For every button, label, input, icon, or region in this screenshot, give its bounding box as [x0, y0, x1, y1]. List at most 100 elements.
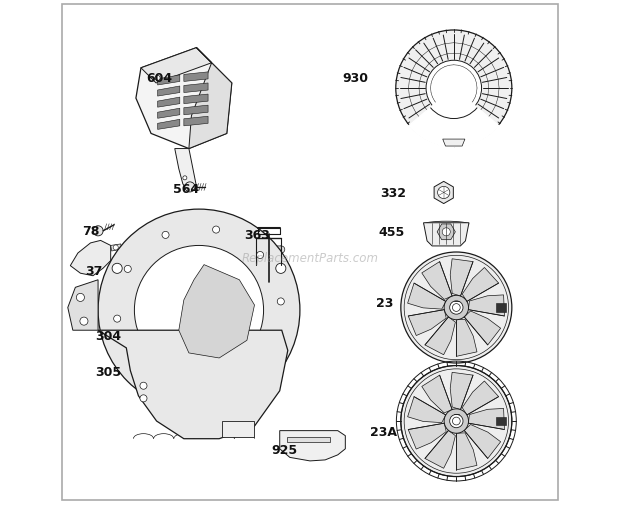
Text: 78: 78 — [82, 225, 99, 238]
Polygon shape — [423, 223, 469, 246]
Text: 925: 925 — [271, 443, 297, 457]
Polygon shape — [468, 295, 505, 316]
Polygon shape — [184, 73, 208, 82]
Circle shape — [257, 252, 264, 259]
Polygon shape — [70, 241, 111, 276]
Circle shape — [252, 246, 260, 254]
Circle shape — [444, 296, 469, 320]
Polygon shape — [407, 397, 446, 423]
Polygon shape — [422, 375, 452, 413]
Polygon shape — [98, 331, 288, 439]
Circle shape — [98, 210, 300, 411]
Circle shape — [453, 417, 460, 425]
Polygon shape — [184, 117, 208, 127]
Text: 455: 455 — [378, 226, 404, 239]
Text: ReplacementParts.com: ReplacementParts.com — [242, 251, 378, 264]
Circle shape — [135, 362, 141, 369]
Polygon shape — [425, 317, 456, 355]
Polygon shape — [437, 225, 455, 240]
Circle shape — [453, 304, 460, 312]
Circle shape — [124, 266, 131, 273]
Circle shape — [112, 264, 122, 274]
Polygon shape — [434, 182, 453, 204]
Circle shape — [450, 301, 463, 315]
Circle shape — [179, 387, 185, 394]
Circle shape — [155, 76, 160, 81]
Polygon shape — [256, 246, 281, 257]
Circle shape — [140, 395, 147, 402]
Circle shape — [187, 183, 193, 189]
Polygon shape — [287, 437, 330, 442]
Polygon shape — [179, 265, 254, 358]
Text: 363: 363 — [244, 228, 270, 241]
Text: 304: 304 — [95, 329, 122, 342]
Text: 305: 305 — [95, 365, 122, 378]
Polygon shape — [425, 431, 456, 468]
Circle shape — [265, 274, 272, 281]
Circle shape — [229, 382, 236, 389]
Polygon shape — [464, 425, 501, 459]
Wedge shape — [409, 89, 499, 148]
Polygon shape — [280, 431, 345, 461]
Polygon shape — [463, 268, 498, 302]
Polygon shape — [184, 106, 208, 116]
Polygon shape — [422, 262, 452, 300]
Text: 23: 23 — [376, 296, 393, 310]
Polygon shape — [136, 48, 232, 149]
Circle shape — [140, 382, 147, 389]
Circle shape — [426, 61, 482, 117]
Circle shape — [183, 176, 187, 180]
Polygon shape — [450, 259, 473, 296]
Polygon shape — [443, 140, 465, 147]
Text: 604: 604 — [146, 72, 172, 85]
Circle shape — [267, 348, 274, 355]
Polygon shape — [157, 87, 180, 97]
Circle shape — [113, 245, 118, 250]
Circle shape — [278, 246, 285, 254]
Polygon shape — [157, 76, 180, 86]
Circle shape — [277, 298, 285, 306]
Circle shape — [113, 316, 121, 323]
Circle shape — [450, 415, 463, 428]
Text: 564: 564 — [173, 183, 199, 196]
Polygon shape — [468, 409, 505, 430]
Polygon shape — [184, 84, 208, 93]
Polygon shape — [184, 95, 208, 105]
Bar — [303, 448, 317, 456]
Polygon shape — [141, 48, 211, 84]
Polygon shape — [408, 310, 446, 336]
Polygon shape — [463, 381, 498, 415]
Circle shape — [213, 227, 219, 234]
Bar — [496, 304, 507, 312]
Polygon shape — [111, 244, 122, 251]
Polygon shape — [157, 120, 180, 130]
Polygon shape — [456, 433, 477, 470]
Circle shape — [438, 187, 450, 199]
Polygon shape — [407, 283, 446, 310]
Polygon shape — [464, 312, 501, 345]
Circle shape — [93, 226, 103, 236]
Polygon shape — [222, 421, 254, 437]
Polygon shape — [450, 373, 473, 410]
Circle shape — [444, 409, 469, 433]
Circle shape — [185, 182, 195, 192]
Text: 332: 332 — [381, 186, 407, 199]
Bar — [496, 417, 507, 426]
Circle shape — [80, 318, 88, 326]
Circle shape — [401, 366, 512, 477]
Circle shape — [442, 228, 450, 236]
Polygon shape — [68, 280, 98, 331]
Circle shape — [135, 246, 264, 375]
Polygon shape — [456, 320, 477, 357]
Text: 930: 930 — [343, 72, 369, 85]
Polygon shape — [408, 423, 446, 449]
Polygon shape — [157, 109, 180, 119]
Circle shape — [276, 264, 286, 274]
Text: 37: 37 — [86, 265, 103, 278]
Polygon shape — [157, 98, 180, 108]
Circle shape — [76, 294, 84, 302]
Polygon shape — [189, 48, 232, 149]
Circle shape — [162, 232, 169, 239]
Polygon shape — [175, 149, 196, 189]
Circle shape — [396, 31, 512, 147]
